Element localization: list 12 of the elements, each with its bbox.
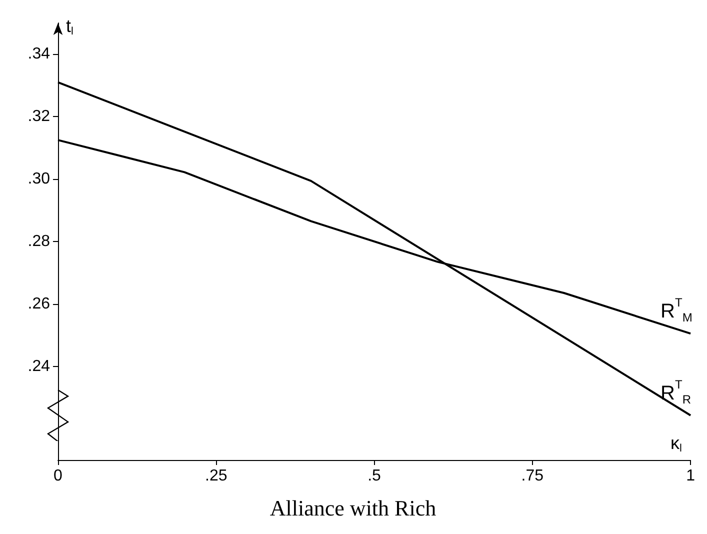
x-tick-label: .5	[368, 468, 382, 484]
y-tick-label: .32	[28, 108, 50, 126]
y-tick-label: .24	[28, 358, 50, 375]
x-tick-label: 0	[54, 468, 63, 484]
y-tick-label: .30	[28, 170, 50, 188]
y-tick-label: .34	[28, 46, 50, 63]
x-tick-label: 1	[686, 468, 696, 484]
x-tick-label: .25	[205, 468, 228, 484]
y-tick-label: .28	[28, 233, 50, 250]
y-tick-label: .26	[28, 295, 50, 312]
text: Alliance with Rich	[270, 496, 436, 520]
x-tick-label: .75	[521, 468, 544, 484]
